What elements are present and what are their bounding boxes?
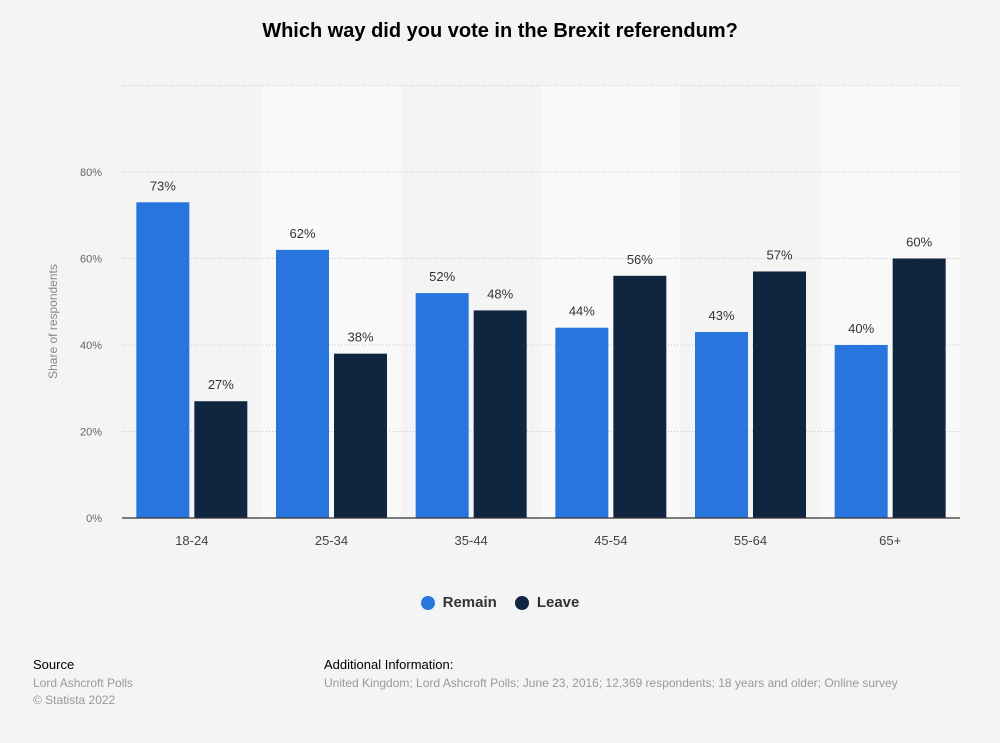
y-tick-label: 40% <box>80 340 102 352</box>
bar-remain <box>276 249 329 518</box>
x-tick-label: 55-64 <box>734 533 767 548</box>
legend: Remain Leave <box>0 594 1000 611</box>
bar-remain <box>415 293 469 518</box>
source-block: Source Lord Ashcroft Polls © Statista 20… <box>33 657 133 709</box>
y-tick-label: 60% <box>80 254 102 266</box>
y-tick-label: 20% <box>80 427 102 439</box>
additional-info-heading: Additional Information: <box>324 657 454 672</box>
x-tick-label: 35-44 <box>455 533 488 548</box>
legend-swatch-leave-icon <box>514 595 529 610</box>
data-label-remain: 40% <box>848 321 874 336</box>
bar-leave <box>194 401 248 518</box>
bar-remain <box>555 327 609 518</box>
y-tick-label: 0% <box>86 513 102 525</box>
bar-leave <box>753 271 806 518</box>
bar-leave <box>473 310 527 518</box>
data-label-remain: 73% <box>150 178 176 193</box>
bar-leave <box>613 275 667 518</box>
legend-label-remain: Remain <box>442 594 497 611</box>
data-label-leave: 56% <box>627 252 653 267</box>
y-axis-label: Share of respondents <box>46 264 60 379</box>
legend-item-leave[interactable]: Leave <box>514 594 580 611</box>
data-label-leave: 38% <box>347 330 373 345</box>
source-line-1: Lord Ashcroft Polls <box>33 676 134 690</box>
x-tick-label: 45-54 <box>594 533 627 548</box>
data-label-remain: 52% <box>429 269 455 284</box>
data-label-leave: 60% <box>906 235 932 250</box>
source-line-2: © Statista 2022 <box>33 693 116 707</box>
legend-swatch-remain-icon <box>420 595 435 610</box>
data-label-remain: 62% <box>289 226 315 241</box>
x-tick-label: 65+ <box>879 533 901 548</box>
source-heading: Source <box>33 657 75 672</box>
legend-label-leave: Leave <box>536 594 580 611</box>
chart-title: Which way did you vote in the Brexit ref… <box>262 20 738 42</box>
data-label-remain: 43% <box>708 308 734 323</box>
bar-leave <box>892 258 946 518</box>
bar-remain <box>136 202 190 518</box>
bar-remain <box>834 345 888 518</box>
x-tick-label: 18-24 <box>175 533 208 548</box>
data-label-remain: 44% <box>569 304 595 319</box>
y-tick-label: 80% <box>80 167 102 179</box>
additional-info-text: United Kingdom; Lord Ashcroft Polls; Jun… <box>324 676 898 690</box>
x-tick-label: 25-34 <box>315 533 348 548</box>
data-label-leave: 27% <box>208 377 234 392</box>
bar-remain <box>695 332 748 518</box>
additional-info-block: Additional Information: United Kingdom; … <box>324 657 898 692</box>
legend-item-remain[interactable]: Remain <box>420 594 497 611</box>
bar-leave <box>334 353 387 518</box>
data-label-leave: 57% <box>766 247 792 262</box>
data-label-leave: 48% <box>487 286 513 301</box>
